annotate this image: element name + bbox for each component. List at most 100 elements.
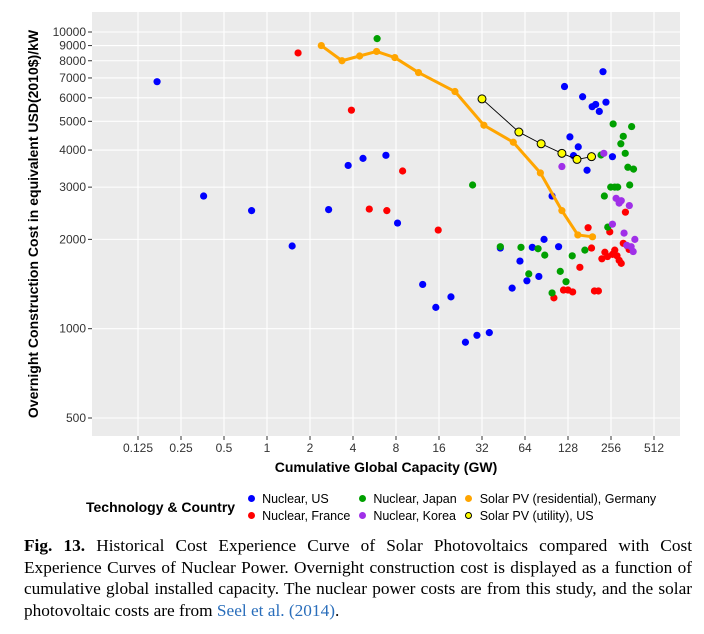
y-tick-label: 4000 (59, 143, 86, 157)
data-point (451, 87, 459, 96)
data-point (558, 162, 566, 171)
data-point (560, 82, 569, 91)
data-point (598, 255, 606, 263)
y-tick-label: 8000 (59, 54, 86, 68)
data-point (626, 181, 634, 189)
y-tick-label: 3000 (59, 180, 86, 194)
data-point (432, 303, 440, 311)
data-point (477, 94, 487, 104)
data-point (574, 143, 582, 151)
series (153, 35, 639, 346)
data-point (617, 197, 625, 205)
data-point (294, 49, 302, 57)
data-point (568, 252, 576, 260)
y-tick-label: 7000 (59, 71, 86, 85)
x-tick-label: 64 (518, 441, 532, 455)
x-tick-label: 512 (644, 441, 664, 455)
data-point (485, 329, 493, 337)
legend-key-nuclear-france (247, 512, 255, 519)
reference-link[interactable]: Seel et al. (2014) (216, 600, 335, 620)
caption-text: Historical Cost Experience Curve of Sola… (24, 536, 692, 620)
data-point (600, 149, 608, 157)
data-point (557, 148, 567, 158)
x-tick-label: 2 (307, 441, 314, 455)
y-tick-label: 5000 (59, 114, 86, 128)
data-point (628, 122, 636, 131)
data-point (434, 226, 442, 234)
figure-caption: Fig. 13. Historical Cost Experience Curv… (24, 535, 692, 621)
legend-label: Solar PV (residential), Germany (479, 491, 657, 506)
data-point (631, 235, 639, 243)
data-point (399, 167, 407, 175)
data-point (621, 208, 630, 216)
data-point (344, 161, 352, 170)
data-point (581, 246, 589, 254)
data-point (523, 277, 531, 285)
data-point (382, 151, 390, 159)
data-point (514, 127, 524, 137)
x-tick-label: 32 (475, 441, 489, 455)
data-point (587, 244, 596, 252)
data-point (347, 106, 356, 114)
data-point (536, 169, 544, 177)
data-point (609, 120, 617, 128)
legend-item-nuclear-japan: Nuclear, Japan (356, 490, 457, 507)
data-point (587, 152, 597, 162)
data-point (200, 192, 208, 200)
data-point (558, 207, 566, 215)
y-tick-label: 500 (66, 411, 86, 425)
x-tick-label: 0.25 (169, 441, 193, 455)
data-point (579, 93, 587, 101)
data-point (629, 165, 638, 173)
y-tick-label: 6000 (59, 91, 86, 105)
data-point (614, 183, 622, 191)
data-point (372, 47, 381, 56)
series-solar-pv-utility-us (477, 94, 597, 164)
data-point (338, 57, 346, 65)
data-point (572, 154, 582, 164)
series-nuclear-korea (558, 149, 639, 256)
data-point (608, 153, 617, 161)
legend-key-solar-residential-germany (465, 495, 473, 502)
data-point (419, 280, 427, 289)
data-point (473, 331, 481, 339)
data-point (447, 293, 455, 301)
data-point (584, 224, 592, 232)
data-point (516, 257, 524, 265)
y-axis-title: Overnight Construction Cost in equivalen… (25, 29, 41, 418)
plot-panel (92, 12, 680, 436)
data-point (391, 53, 399, 62)
data-point (620, 229, 628, 237)
legend-item-nuclear-us: Nuclear, US (245, 490, 350, 507)
data-point (534, 245, 542, 253)
x-tick-label: 8 (393, 441, 400, 455)
data-point (608, 220, 617, 228)
data-point (540, 235, 548, 243)
legend: Technology & Country Nuclear, US Nuclear… (86, 489, 656, 525)
legend-label: Nuclear, Korea (373, 508, 456, 523)
x-tick-label: 0.125 (123, 441, 153, 455)
data-point (629, 247, 637, 256)
data-point (541, 251, 549, 259)
data-point (365, 205, 373, 213)
x-tick-label: 0.5 (216, 441, 233, 455)
data-point (562, 278, 570, 286)
data-point (496, 243, 504, 251)
legend-item-nuclear-korea: Nuclear, Korea (356, 507, 456, 524)
x-tick-label: 256 (601, 441, 621, 455)
legend-key-nuclear-us (247, 495, 255, 502)
data-point (574, 231, 582, 239)
series-solar-pv-residential-germany (317, 41, 597, 241)
data-point (393, 219, 402, 227)
legend-items: Nuclear, US Nuclear, France Nuclear, Jap… (245, 490, 656, 524)
data-point (508, 284, 516, 292)
data-point (602, 98, 610, 106)
data-point (356, 52, 364, 60)
data-point (359, 154, 367, 162)
data-point (468, 181, 477, 189)
data-point (525, 270, 533, 278)
data-point (548, 289, 556, 297)
data-point (288, 242, 296, 250)
x-tick-label: 4 (350, 441, 357, 455)
data-point (325, 205, 333, 214)
